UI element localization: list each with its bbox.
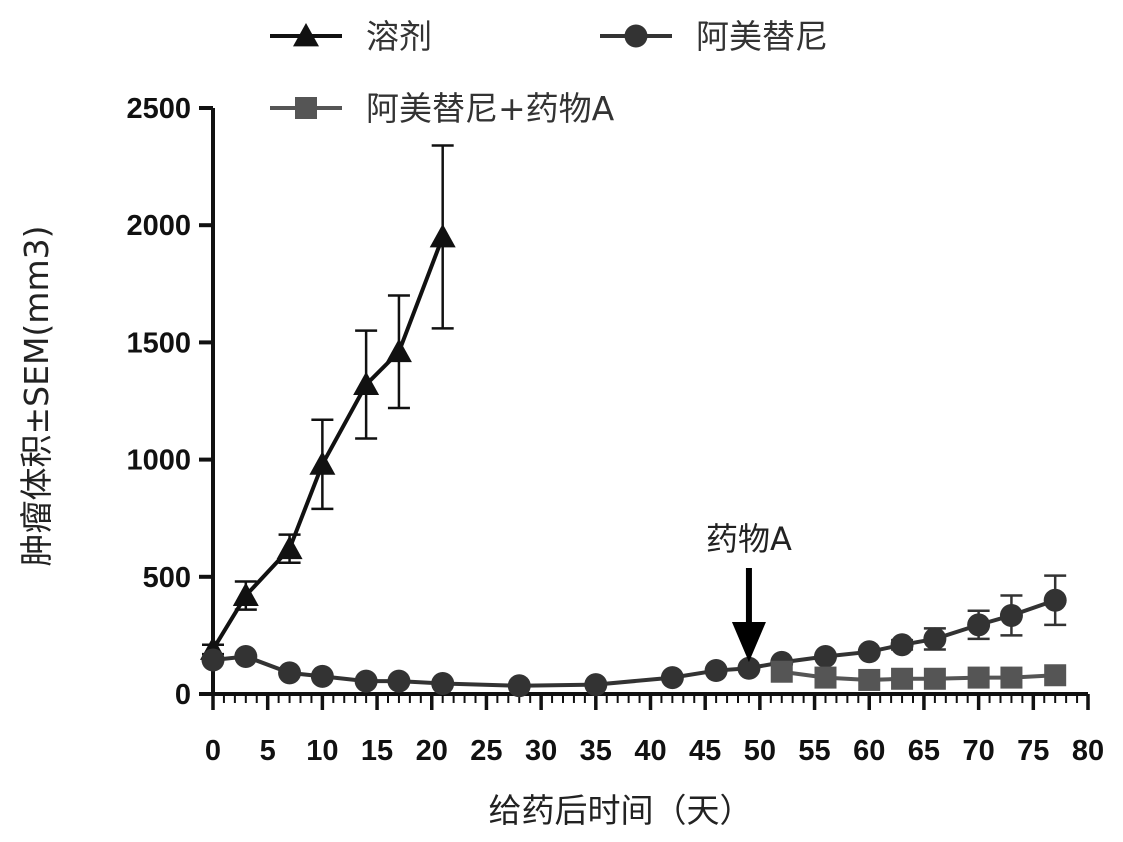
legend-label: 阿美替尼 (696, 17, 828, 56)
data-point (311, 665, 334, 688)
x-tick-label: 0 (205, 735, 221, 767)
legend-item-triangle: 溶剂 (270, 17, 432, 56)
data-point (202, 649, 225, 672)
data-point (705, 659, 728, 682)
data-point (661, 666, 684, 689)
data-point (814, 645, 837, 668)
legend: 溶剂 阿美替尼阿美替尼+药物A (270, 17, 828, 128)
data-point (355, 670, 378, 693)
data-point (1000, 667, 1022, 689)
x-tick-label: 50 (744, 735, 776, 767)
data-point (508, 674, 531, 697)
x-tick-label: 25 (470, 735, 502, 767)
data-point (967, 613, 990, 636)
legend-label: 溶剂 (366, 17, 432, 56)
y-tick-label: 1000 (126, 445, 191, 477)
data-point (771, 661, 793, 683)
x-tick-label: 40 (634, 735, 666, 767)
data-point (309, 451, 335, 474)
data-point (891, 633, 914, 656)
x-tick-label: 10 (306, 735, 338, 767)
x-tick-label: 20 (416, 735, 448, 767)
data-point (430, 224, 456, 247)
x-tick-label: 60 (853, 735, 885, 767)
annotation: 药物A (706, 520, 792, 662)
data-point (891, 668, 913, 690)
data-point (1000, 604, 1023, 627)
series-group (200, 146, 1067, 698)
x-tick-label: 30 (525, 735, 557, 767)
legend-item-square: 阿美替尼+药物A (270, 89, 615, 128)
data-point (386, 339, 412, 362)
data-point (278, 661, 301, 684)
series-square (771, 661, 1066, 691)
y-tick-label: 2500 (126, 93, 191, 125)
legend-label: 阿美替尼+药物A (366, 89, 615, 128)
x-tick-label: 35 (580, 735, 612, 767)
x-tick-label: 75 (1017, 735, 1049, 767)
y-tick-label: 1500 (126, 327, 191, 359)
data-point (277, 536, 303, 559)
annotation-label: 药物A (706, 520, 792, 558)
x-tick-label: 80 (1072, 735, 1104, 767)
y-tick-label: 0 (175, 679, 191, 711)
x-tick-label: 65 (908, 735, 940, 767)
legend-marker (295, 97, 317, 119)
x-tick-label: 5 (260, 735, 276, 767)
data-point (924, 668, 946, 690)
data-point (431, 672, 454, 695)
data-point (858, 640, 881, 663)
data-point (234, 645, 257, 668)
data-point (858, 669, 880, 691)
data-point (1044, 589, 1067, 612)
y-tick-label: 500 (143, 562, 191, 594)
x-tick-label: 45 (689, 735, 721, 767)
x-tick-label: 55 (798, 735, 830, 767)
y-tick-label: 2000 (126, 210, 191, 242)
data-point (923, 627, 946, 650)
x-tick-label: 15 (361, 735, 393, 767)
legend-marker (625, 25, 648, 48)
data-point (815, 667, 837, 689)
y-axis-label: 肿瘤体积±SEM(mm3) (17, 226, 56, 567)
data-point (584, 673, 607, 696)
series-triangle (200, 146, 456, 660)
data-point (387, 670, 410, 693)
data-point (1044, 664, 1066, 686)
x-axis-label: 给药后时间（天） (489, 791, 753, 830)
annotation-arrow-head (732, 622, 766, 662)
legend-item-circle: 阿美替尼 (600, 17, 828, 56)
x-tick-label: 70 (962, 735, 994, 767)
data-point (968, 667, 990, 689)
